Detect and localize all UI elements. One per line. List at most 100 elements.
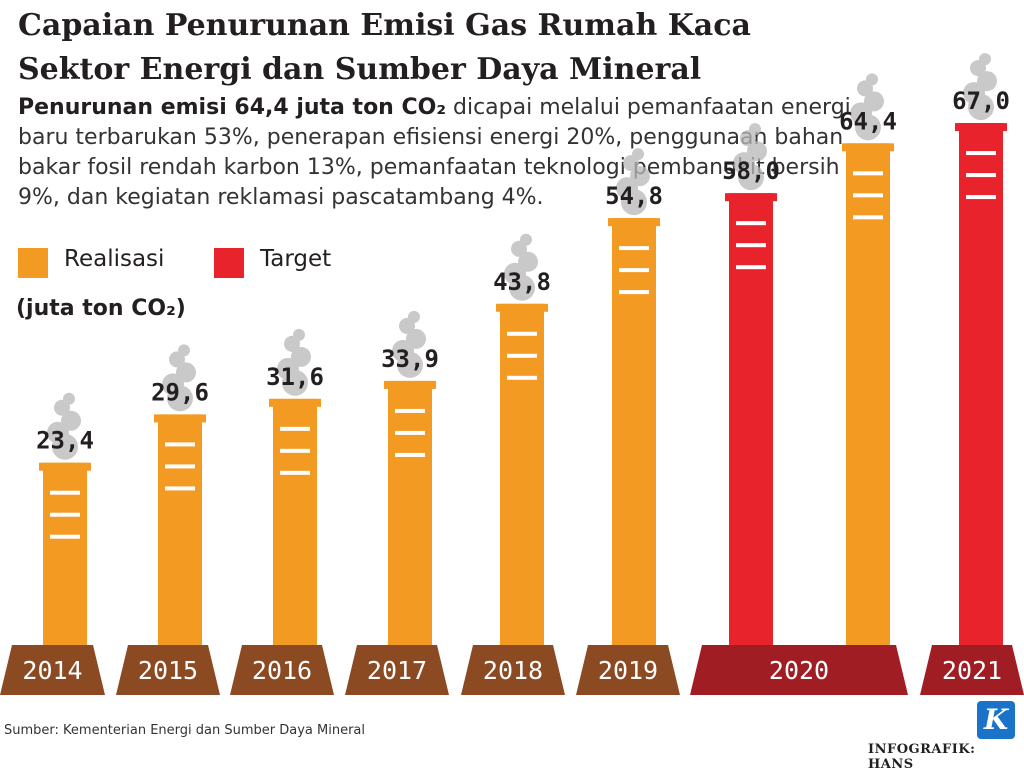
chimney-rim	[496, 303, 548, 312]
data-label: 43,8	[493, 268, 551, 296]
data-label: 54,8	[605, 182, 663, 210]
smoke-puff	[63, 392, 75, 405]
chimney-realisasi: 43,8	[493, 233, 551, 645]
chart-title: Capaian Penurunan Emisi Gas Rumah Kaca S…	[18, 4, 778, 92]
year-base-2019: 2019	[576, 645, 680, 695]
chimney-stripe	[280, 470, 310, 475]
smoke-plume	[392, 310, 426, 378]
chimney-bar	[846, 143, 890, 645]
smoke-plume	[47, 392, 81, 460]
smoke-plume	[504, 233, 538, 301]
legend-swatch-realisasi	[18, 248, 48, 278]
chimney-rim	[955, 123, 1007, 132]
year-base-plate	[461, 645, 565, 695]
smoke-puff	[291, 346, 311, 367]
infographic-credit: INFOGRAFIK: HANS	[868, 742, 976, 772]
chimney-stripe	[395, 452, 425, 457]
smoke-plume	[277, 328, 311, 396]
year-base-plate	[576, 645, 680, 695]
chimney-stripe	[507, 353, 537, 358]
year-base-2015: 2015	[116, 645, 220, 695]
x-tick-label: 2014	[22, 656, 82, 685]
chimney-target: 67,0	[952, 53, 1010, 645]
chimney-bar	[388, 380, 432, 645]
chimney-rim	[842, 143, 894, 152]
source-note: Sumber: Kementerian Energi dan Sumber Da…	[4, 723, 365, 738]
smoke-plume	[733, 123, 767, 191]
x-tick-label: 2015	[138, 656, 198, 685]
year-base-2018: 2018	[461, 645, 565, 695]
chimney-stripe	[280, 448, 310, 453]
chimney-bar	[729, 193, 773, 645]
chimney-stripe	[853, 171, 883, 176]
chimney-bar	[959, 123, 1003, 645]
year-base-plate	[116, 645, 220, 695]
chimney-stripe	[619, 290, 649, 295]
chimney-realisasi: 23,4	[36, 392, 94, 645]
x-tick-label: 2018	[483, 656, 543, 685]
data-label: 23,4	[36, 427, 94, 455]
legend-label-realisasi: Realisasi	[64, 246, 165, 272]
description-text: dicapai melalui pemanfaatan energi baru …	[18, 95, 851, 210]
data-label: 29,6	[151, 378, 209, 406]
chimney-stripe	[507, 375, 537, 380]
chimney-stripe	[966, 173, 996, 178]
data-label: 64,4	[839, 107, 897, 135]
chimney-rim	[725, 193, 777, 202]
x-tick-label: 2017	[367, 656, 427, 685]
smoke-puff	[864, 91, 884, 112]
smoke-puff	[747, 141, 767, 162]
chart-title-line1: Capaian Penurunan Emisi Gas Rumah Kaca	[18, 8, 751, 43]
legend-swatch-target	[214, 248, 244, 278]
chimney-stripe	[966, 151, 996, 156]
chart-title-line2: Sektor Energi dan Sumber Daya Mineral	[18, 52, 702, 87]
smoke-puff	[293, 328, 305, 341]
year-base-plate	[230, 645, 334, 695]
year-base-plate	[345, 645, 449, 695]
chimney-stripe	[280, 426, 310, 431]
chimney-rim	[154, 414, 206, 423]
chimney-bar	[273, 398, 317, 645]
x-tick-label: 2019	[598, 656, 658, 685]
legend-label-target: Target	[260, 246, 332, 272]
chimney-stripe	[395, 430, 425, 435]
data-label: 58,0	[722, 157, 780, 185]
chimney-rim	[608, 218, 660, 227]
chimney-stripe	[853, 215, 883, 220]
smoke-plume	[963, 53, 997, 121]
smoke-puff	[406, 328, 426, 349]
chimney-realisasi: 64,4	[839, 73, 897, 645]
data-label: 67,0	[952, 87, 1010, 115]
year-base-plate	[920, 645, 1024, 695]
smoke-puff	[518, 251, 538, 272]
year-base-2021: 2021	[920, 645, 1024, 695]
smoke-plume	[162, 344, 196, 412]
chart-description: Penurunan emisi 64,4 juta ton CO₂ dicapa…	[18, 93, 878, 213]
year-base-plate	[0, 645, 105, 695]
chimney-stripe	[50, 534, 80, 539]
chimney-stripe	[50, 512, 80, 517]
year-base-plate	[690, 645, 908, 695]
chimney-stripe	[165, 442, 195, 447]
chimney-stripe	[736, 265, 766, 270]
chimney-target: 58,0	[722, 123, 780, 645]
chimney-stripe	[165, 464, 195, 469]
chimney-stripe	[165, 486, 195, 491]
data-label: 31,6	[266, 363, 324, 391]
x-tick-label: 2016	[252, 656, 312, 685]
chimney-stripe	[619, 246, 649, 251]
year-base-2016: 2016	[230, 645, 334, 695]
smoke-puff	[632, 148, 644, 161]
chimney-stripe	[619, 268, 649, 273]
publisher-logo: K	[977, 701, 1015, 739]
x-tick-label: 2020	[769, 656, 829, 685]
smoke-puff	[749, 123, 761, 136]
chimney-bar	[43, 462, 87, 645]
smoke-puff	[866, 73, 878, 86]
year-base-2017: 2017	[345, 645, 449, 695]
chimney-rim	[39, 462, 91, 471]
chimney-stripe	[853, 193, 883, 198]
chimney-bar	[612, 218, 656, 645]
year-base-2014: 2014	[0, 645, 105, 695]
